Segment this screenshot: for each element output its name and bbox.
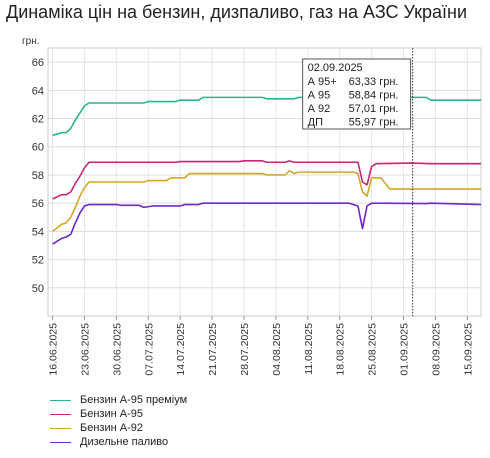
x-tick-label: 23.06.2025: [79, 323, 91, 376]
y-tick-label: 60: [32, 142, 44, 154]
x-tick-label: 30.06.2025: [111, 323, 123, 376]
x-tick-label: 04.08.2025: [271, 323, 283, 376]
y-tick-label: 54: [32, 226, 44, 238]
plot-frame: [47, 47, 482, 317]
series-line-2: [52, 160, 481, 200]
legend-swatch: [50, 427, 71, 429]
x-tick-label: 21.07.2025: [207, 323, 219, 376]
x-tick-label: 18.08.2025: [335, 323, 347, 376]
legend-swatch: [50, 413, 71, 415]
x-tick-label: 11.08.2025: [303, 323, 315, 375]
legend-item-4: Дизельне паливо: [50, 435, 187, 449]
legend-label: Бензин А-95: [80, 408, 143, 420]
y-tick-label: 52: [32, 255, 44, 267]
x-tick-label: 15.09.2025: [462, 323, 474, 376]
tooltip-date: 02.09.2025: [308, 62, 363, 74]
x-tick-label: 25.08.2025: [367, 323, 379, 376]
legend: Бензин А-95 преміум Бензин А-95 Бензин А-9…: [50, 393, 187, 449]
legend-swatch: [50, 441, 71, 443]
tooltip-row-value: 57,01 грн.: [349, 103, 399, 115]
y-tick-label: 56: [32, 198, 44, 210]
tooltip-row-value: 58,84 грн.: [349, 90, 399, 102]
x-tick-label: 28.07.2025: [239, 323, 251, 376]
y-tick-label: 50: [32, 283, 44, 295]
chart-title: Динаміка цін на бензин, дизпаливо, газ н…: [6, 2, 468, 22]
legend-swatch: [50, 399, 71, 401]
legend-label: Дизельне паливо: [80, 436, 169, 448]
y-tick-label: 58: [32, 170, 44, 182]
x-tick-label: 08.09.2025: [430, 323, 442, 376]
y-axis-label: грн.: [22, 36, 40, 47]
tooltip: 02.09.2025 А 95+ 63,33 грн. А 95 58,84 грн. А…: [302, 58, 412, 130]
x-tick-label: 16.06.2025: [48, 323, 60, 376]
series-line-1: [52, 96, 481, 137]
series-line-3: [52, 169, 482, 233]
y-tick-label: 62: [32, 114, 44, 126]
tooltip-row-label: ДП: [308, 117, 323, 129]
tooltip-row-value: 63,33 грн.: [349, 76, 399, 88]
series-lines: [52, 96, 482, 245]
legend-label: Бензин А-92: [80, 422, 143, 434]
legend-item-2: Бензин А-95: [50, 407, 187, 421]
tooltip-row-label: А 92: [308, 103, 331, 115]
x-tick-label: 14.07.2025: [175, 323, 187, 376]
x-tick-label: 01.09.2025: [399, 323, 411, 376]
tooltip-row-label: А 95: [308, 90, 331, 102]
tooltip-row-label: А 95+: [308, 76, 337, 88]
legend-item-3: Бензин А-92: [50, 421, 187, 435]
y-tick-label: 66: [32, 57, 44, 69]
x-tick-label: 07.07.2025: [143, 323, 155, 376]
grid: [47, 47, 482, 317]
tooltip-box: [302, 58, 412, 130]
y-tick-label: 64: [32, 85, 44, 97]
legend-item-1: Бензин А-95 преміум: [50, 393, 187, 407]
series-line-4: [52, 202, 482, 245]
axes: 50 52 54 56 58 60 62 64 66 грн. 16.06.2025 23.06.20…: [22, 36, 474, 376]
tooltip-row-value: 55,97 грн.: [349, 117, 399, 129]
legend-label: Бензин А-95 преміум: [80, 394, 188, 406]
